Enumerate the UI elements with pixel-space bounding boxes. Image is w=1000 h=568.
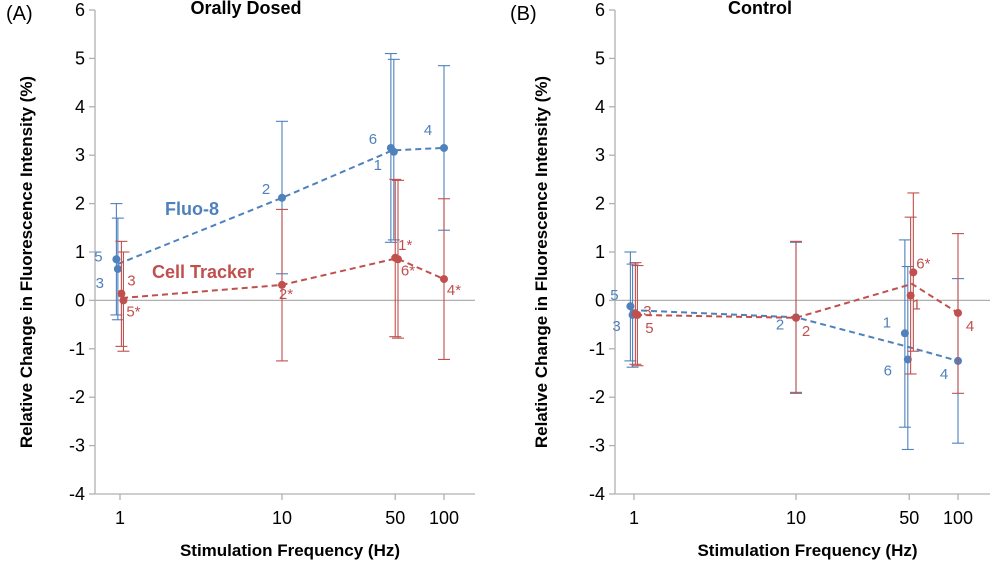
data-point (954, 308, 962, 317)
y-tick-label: -2 (589, 387, 605, 407)
y-tick-label: 0 (595, 290, 605, 310)
y-tick-label: 1 (595, 242, 605, 262)
y-tick-label: 5 (595, 48, 605, 68)
point-label: 1 (374, 157, 382, 174)
x-tick-label: 1 (629, 508, 639, 528)
y-tick-label: -2 (69, 387, 85, 407)
y-tick-label: 6 (595, 0, 605, 20)
y-tick-label: -1 (589, 339, 605, 359)
point-label: 4 (424, 122, 432, 139)
point-label: 3 (612, 318, 620, 335)
data-point (278, 280, 286, 289)
x-tick-label: 1 (115, 508, 125, 528)
y-tick-label: -1 (69, 339, 85, 359)
data-point (112, 255, 121, 264)
y-tick-label: 4 (75, 97, 85, 117)
point-label: 3 (127, 273, 135, 290)
point-label: 2* (279, 286, 293, 303)
series-trend-line (117, 146, 445, 266)
y-tick-label: 4 (595, 97, 605, 117)
point-label: 2 (776, 316, 784, 333)
series-trend-line (631, 309, 959, 362)
point-label: 4 (966, 318, 974, 335)
data-point (440, 143, 448, 152)
data-point (900, 329, 909, 338)
y-tick-label: 2 (595, 194, 605, 214)
data-point (903, 355, 912, 364)
point-label: 1 (912, 297, 920, 314)
point-label: 5 (645, 320, 653, 337)
y-tick-label: 1 (75, 242, 85, 262)
x-tick-label: 10 (786, 508, 806, 528)
point-label: 2 (802, 323, 810, 340)
point-label: 6* (916, 255, 930, 272)
point-label: 1 (883, 314, 891, 331)
data-point (393, 255, 402, 264)
data-point (906, 291, 915, 300)
data-point (113, 264, 122, 273)
y-tick-label: 6 (75, 0, 85, 20)
x-tick-label: 100 (943, 508, 973, 528)
x-tick-label: 50 (899, 508, 919, 528)
y-tick-label: 0 (75, 290, 85, 310)
point-label: 2 (262, 181, 270, 198)
point-label: 1* (398, 237, 412, 254)
point-label: 4 (940, 366, 948, 383)
data-point (278, 193, 286, 202)
point-label: 3 (96, 275, 104, 292)
point-label: 5 (610, 287, 618, 304)
data-point (389, 147, 398, 156)
point-label: 6 (369, 131, 377, 148)
x-axis-title: Stimulation Frequency (Hz) (697, 541, 917, 560)
y-tick-label: -4 (69, 484, 85, 504)
point-label: 6* (401, 262, 415, 279)
chart-title: Control (728, 0, 792, 18)
y-tick-label: 3 (75, 145, 85, 165)
x-tick-label: 100 (429, 508, 459, 528)
data-point (626, 302, 635, 311)
point-label: 5* (126, 303, 140, 320)
panel-label: (A) (6, 3, 33, 25)
x-tick-label: 10 (272, 508, 292, 528)
data-point (792, 313, 800, 322)
data-point (633, 310, 642, 319)
series-name-label: Cell Tracker (152, 262, 254, 282)
y-tick-label: 3 (595, 145, 605, 165)
panel-label: (B) (510, 3, 537, 25)
y-axis-title: Relative Change in Fluorescence Intensit… (17, 76, 36, 448)
x-tick-label: 50 (385, 508, 405, 528)
y-tick-label: 5 (75, 48, 85, 68)
point-label: 5 (94, 248, 102, 265)
data-point (119, 296, 128, 305)
chart-title: Orally Dosed (190, 0, 301, 18)
y-tick-label: -4 (589, 484, 605, 504)
point-label: 4* (447, 282, 461, 299)
data-point (117, 289, 126, 298)
series-trend-line (636, 282, 959, 319)
y-axis-title: Relative Change in Fluorescence Intensit… (532, 76, 551, 448)
data-point (909, 268, 918, 277)
data-point (440, 275, 448, 284)
point-label: 6 (884, 362, 892, 379)
x-axis-title: Stimulation Frequency (Hz) (180, 541, 400, 560)
y-tick-label: -3 (69, 436, 85, 456)
y-tick-label: -3 (589, 436, 605, 456)
series-trend-line (122, 257, 445, 299)
y-tick-label: 2 (75, 194, 85, 214)
series-name-label: Fluo-8 (165, 199, 219, 219)
point-label: 3 (643, 303, 651, 320)
